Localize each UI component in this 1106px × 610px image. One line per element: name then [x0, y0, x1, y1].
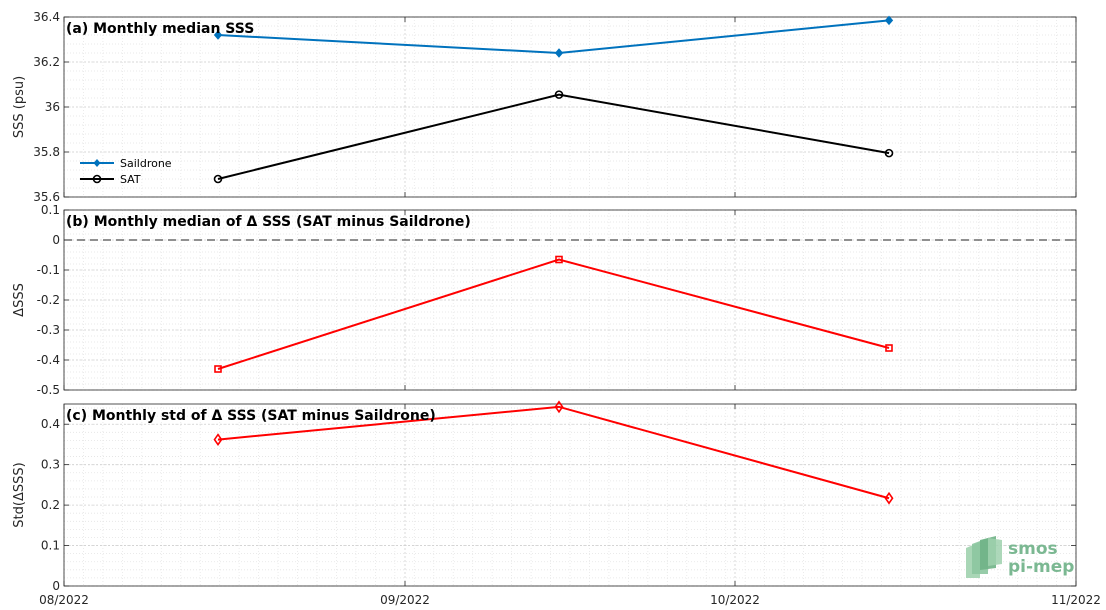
legend-marker [92, 174, 102, 184]
logo-text-smos: smos [1008, 539, 1058, 559]
data-point [554, 90, 564, 99]
panel-b: -0.5 -0.4 -0.3 -0.2 -0.1 0 0.1 ΔSSS (b) Monthly … [12, 203, 1077, 397]
data-point [213, 174, 223, 184]
panel-title: (b) Monthly median of Δ SSS (SAT minus S… [66, 214, 471, 230]
legend-marker [93, 159, 101, 167]
y-tick-label: 0.1 [41, 539, 60, 553]
y-axis-label: ΔSSS [12, 283, 27, 317]
series-line [217, 258, 890, 370]
data-point [555, 255, 563, 264]
y-tick-label: -0.1 [37, 263, 60, 277]
axes-box [63, 403, 1077, 587]
panel-c: 0 0.1 0.2 0.3 0.4 Std(ΔSSS) (c) Monthly std of… [12, 400, 1077, 593]
series-line [217, 405, 890, 500]
y-tick-label: 35.6 [33, 190, 60, 204]
data-point [554, 48, 564, 58]
series-line-saildrone [217, 19, 890, 55]
x-tick-label: 08/2022 [39, 593, 89, 607]
panel-a: 35.6 35.8 36 36.2 36.4 SSS (psu) (a) Monthly m… [12, 10, 1077, 204]
series-line-sat [217, 93, 890, 180]
legend-label: SAT [120, 173, 141, 186]
data-point [884, 148, 894, 158]
y-tick-label: -0.4 [37, 353, 60, 367]
y-tick-label: 36.4 [33, 10, 60, 24]
y-tick-label: -0.5 [37, 383, 60, 397]
x-tick-label: 09/2022 [380, 593, 430, 607]
y-tick-label: 0 [52, 233, 60, 247]
logo-block-4 [988, 538, 1002, 566]
x-tick-label: 10/2022 [710, 593, 760, 607]
data-point [213, 30, 223, 40]
y-tick-label: -0.2 [37, 293, 60, 307]
data-point [213, 433, 223, 446]
legend-label: Saildrone [120, 157, 172, 170]
y-tick-label: 0.3 [41, 458, 60, 472]
y-tick-label: 0 [52, 579, 60, 593]
logo-text-pimep: pi-mep [1008, 557, 1074, 577]
y-tick-label: 36 [45, 100, 60, 114]
data-point [884, 491, 894, 505]
data-point [554, 400, 564, 414]
y-tick-label: 0.4 [41, 417, 60, 431]
y-axis-label: SSS (psu) [12, 76, 27, 138]
data-point [884, 15, 894, 26]
panel-title: (c) Monthly std of Δ SSS (SAT minus Sail… [66, 408, 436, 424]
y-tick-label: -0.3 [37, 323, 60, 337]
y-axis-label: Std(ΔSSS) [12, 462, 27, 527]
y-tick-label: 36.2 [33, 55, 60, 69]
smos-pi-mep-logo: smos pi-mep [966, 536, 1074, 578]
data-point [214, 365, 222, 373]
panel-title: (a) Monthly median SSS [66, 21, 254, 37]
y-tick-label: 0.1 [41, 203, 60, 217]
x-tick-label: 11/2022 [1051, 593, 1101, 607]
data-point [885, 344, 893, 352]
y-tick-label: 0.2 [41, 498, 60, 512]
y-tick-label: 35.8 [33, 145, 60, 159]
